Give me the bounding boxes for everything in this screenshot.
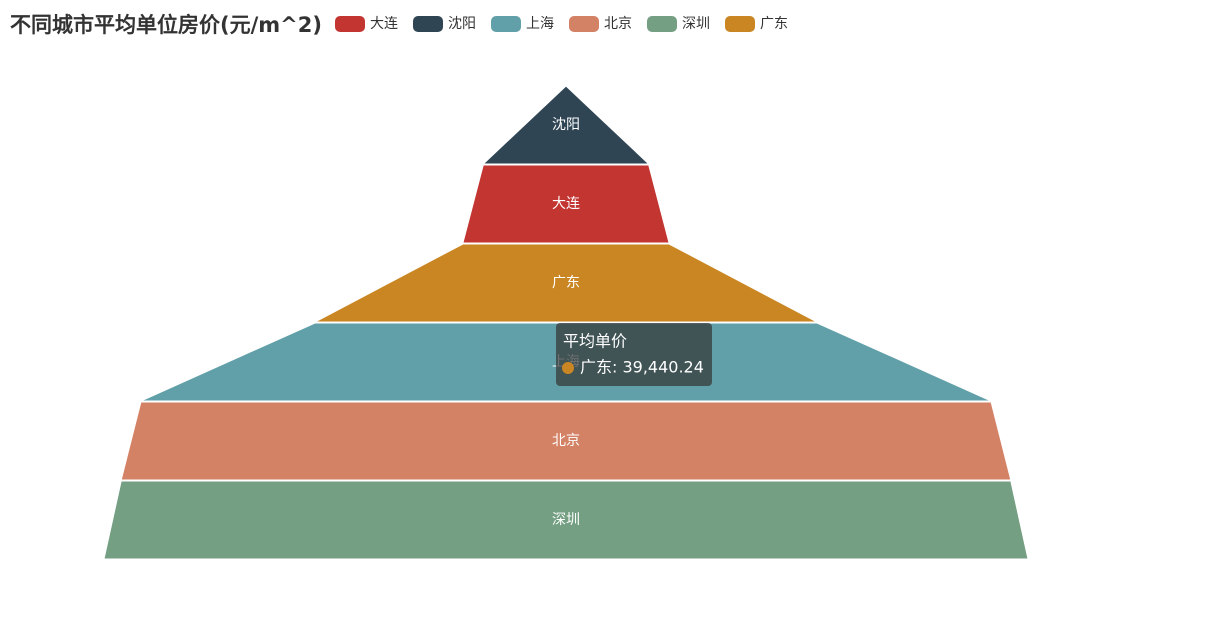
tooltip-dot xyxy=(562,362,574,374)
legend-swatch xyxy=(491,16,521,32)
legend-item[interactable]: 深圳 xyxy=(647,16,710,32)
tooltip-box xyxy=(556,323,712,386)
segment-label: 广东 xyxy=(552,275,580,291)
legend-label: 沈阳 xyxy=(448,16,476,32)
funnel-segment xyxy=(462,164,670,244)
segment-label: 深圳 xyxy=(552,512,580,528)
legend-swatch xyxy=(647,16,677,32)
segment-label: 北京 xyxy=(552,433,580,449)
legend-item[interactable]: 北京 xyxy=(569,16,632,32)
funnel-segment xyxy=(482,85,650,165)
legend-label: 深圳 xyxy=(682,16,710,32)
tooltip-title: 平均单价 xyxy=(563,332,627,351)
legend-label: 大连 xyxy=(370,16,398,32)
legend-item[interactable]: 大连 xyxy=(335,16,398,32)
legend-swatch xyxy=(413,16,443,32)
tooltip-value: 广东: 39,440.24 xyxy=(580,358,704,377)
legend-swatch xyxy=(725,16,755,32)
legend-swatch xyxy=(335,16,365,32)
funnel-segment xyxy=(120,401,1012,481)
legend-item[interactable]: 广东 xyxy=(725,16,788,32)
segment-label: 沈阳 xyxy=(552,117,580,133)
legend-label: 广东 xyxy=(760,16,788,32)
legend-label: 上海 xyxy=(526,16,554,32)
segment-label: 大连 xyxy=(552,196,580,212)
legend-item[interactable]: 上海 xyxy=(491,16,554,32)
legend-item[interactable]: 沈阳 xyxy=(413,16,476,32)
legend-swatch xyxy=(569,16,599,32)
funnel-segment xyxy=(314,243,818,323)
funnel-segment xyxy=(103,480,1029,560)
chart-title: 不同城市平均单位房价(元/m^2) xyxy=(10,13,322,37)
legend-label: 北京 xyxy=(604,16,632,32)
